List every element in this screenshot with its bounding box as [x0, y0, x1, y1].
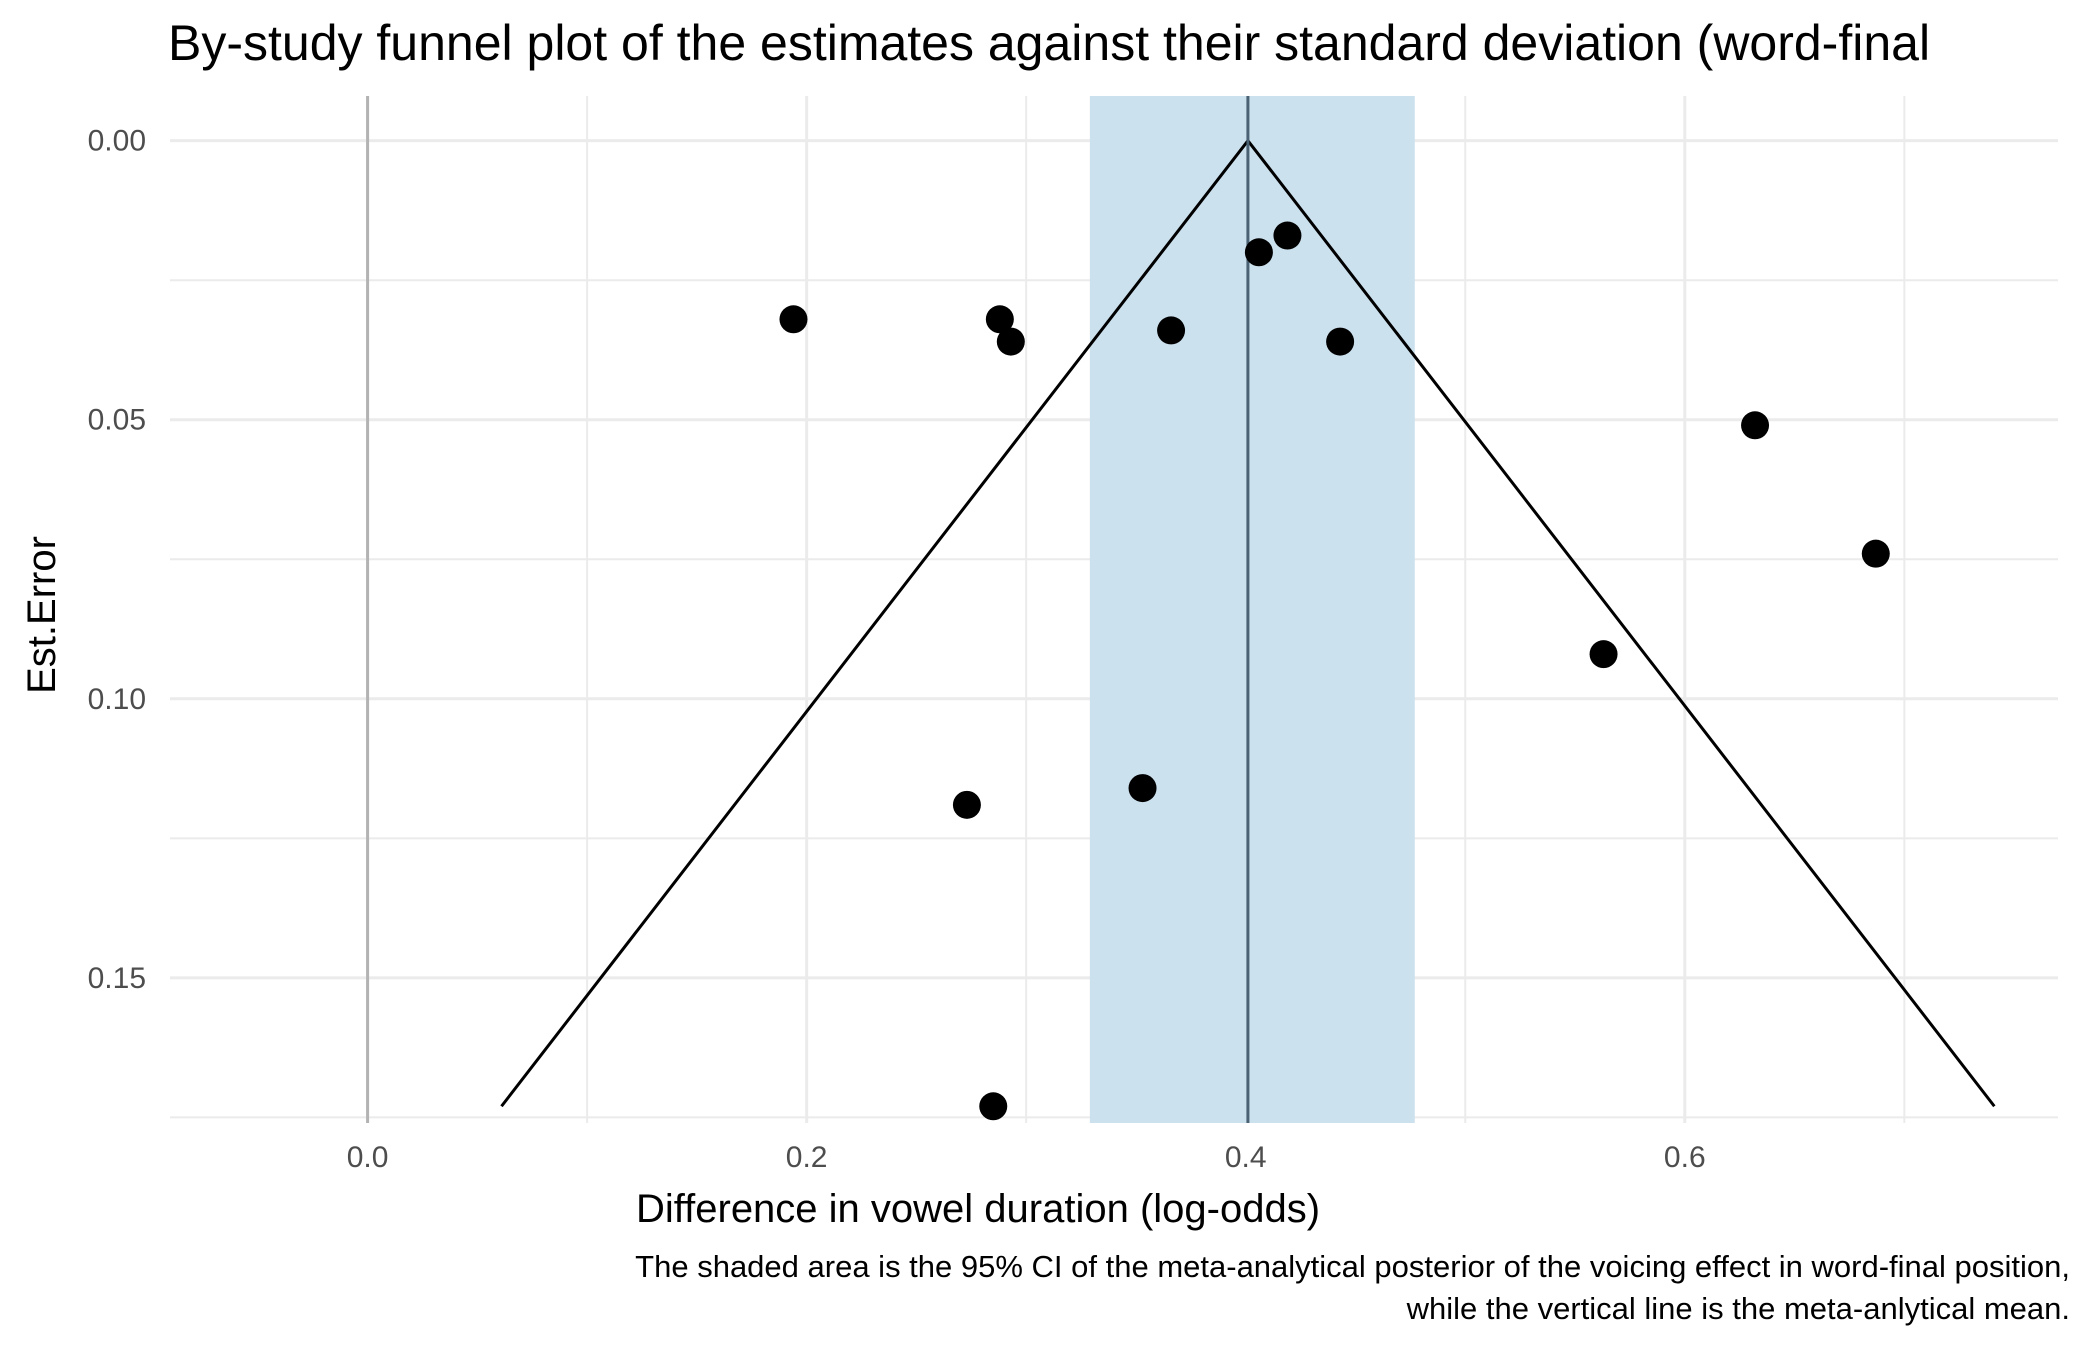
axis-ticks: 0.0 0.2 0.4 0.6 0.00 0.05 0.10 0.15: [88, 125, 1706, 1174]
caption-line-1: The shaded area is the 95% CI of the met…: [635, 1249, 2070, 1284]
y-tick-label: 0.15: [88, 962, 146, 995]
y-tick-label: 0.10: [88, 683, 146, 716]
x-axis-title: Difference in vowel duration (log-odds): [636, 1187, 1320, 1231]
x-tick-label: 0.4: [1225, 1141, 1267, 1174]
reference-lines: [366, 96, 1996, 1123]
study-point: [1273, 221, 1302, 250]
study-point: [996, 327, 1025, 356]
y-tick-label: 0.05: [88, 404, 146, 437]
study-point: [1128, 774, 1157, 803]
study-point: [985, 305, 1014, 334]
study-point: [952, 790, 981, 819]
study-point: [1326, 327, 1355, 356]
study-points: [779, 221, 1890, 1121]
study-point: [1861, 539, 1890, 568]
x-tick-label: 0.2: [786, 1141, 828, 1174]
x-tick-label: 0.6: [1664, 1141, 1706, 1174]
x-tick-label: 0.0: [347, 1141, 389, 1174]
study-point: [979, 1092, 1008, 1121]
ci-band-layer: [1089, 96, 1415, 1123]
y-axis-title: Est.Error: [20, 536, 64, 694]
study-point: [1157, 316, 1186, 345]
funnel-plot: 0.0 0.2 0.4 0.6 0.00 0.05 0.10 0.15 Difference …: [20, 96, 2058, 1231]
ci-band: [1089, 96, 1415, 1123]
caption-line-2: while the vertical line is the meta-anly…: [1406, 1291, 2070, 1326]
chart-caption: The shaded area is the 95% CI of the met…: [635, 1246, 2070, 1330]
chart-title: By-study funnel plot of the estimates ag…: [168, 15, 1931, 71]
study-point: [1589, 640, 1618, 669]
study-point: [779, 305, 808, 334]
study-point: [1741, 411, 1770, 440]
y-tick-label: 0.00: [88, 125, 146, 158]
study-point: [1244, 238, 1273, 267]
